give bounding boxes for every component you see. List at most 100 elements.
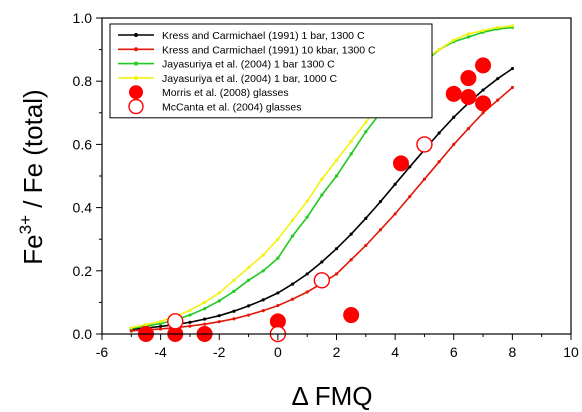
series-point-0-5	[202, 317, 207, 321]
marker-5-3	[416, 136, 433, 153]
series-point-0-18	[393, 182, 397, 186]
series-point-3-6	[217, 291, 221, 295]
series-point-0-6	[217, 314, 221, 318]
series-point-2-11	[290, 234, 295, 238]
legend-label-5: McCanta et al. (2004) glasses	[162, 102, 301, 114]
series-point-3-26	[510, 24, 514, 28]
series-point-0-17	[378, 199, 383, 204]
series-point-3-14	[334, 158, 339, 162]
series-point-3-8	[246, 266, 251, 270]
y-tick-label-2: 0.4	[73, 200, 93, 216]
series-point-0-19	[408, 165, 412, 169]
series-point-2-10	[276, 256, 280, 260]
series-point-2-23	[466, 35, 471, 39]
series-point-1-20	[422, 177, 427, 181]
series-point-3-13	[320, 177, 324, 181]
legend-label-3: Jayasuriya et al. (2004) 1 bar, 1000 C	[162, 73, 338, 85]
axes-layer: -6 -4 -2 0 2 4 6 8 10 0.0 0.2 0.4 0.6 0.8 1.0	[73, 10, 579, 360]
series-point-3-1	[144, 322, 148, 327]
x-axis-label: Δ FMQ	[292, 381, 373, 411]
legend-box	[109, 23, 433, 119]
series-point-3-9	[261, 253, 265, 257]
series-point-3-22	[452, 38, 456, 42]
series-point-3-4	[188, 308, 192, 312]
series-point-0-12	[305, 272, 309, 276]
legend-label-1: Kress and Carmichael (1991) 10 kbar, 130…	[162, 44, 376, 56]
series-point-2-8	[246, 278, 251, 282]
marker-5-0	[167, 313, 184, 330]
series-point-1-21	[437, 160, 441, 164]
series-point-2-15	[349, 152, 353, 156]
x-tick-label-2: -2	[213, 344, 226, 360]
series-point-0-2	[159, 324, 163, 329]
series-point-1-16	[364, 243, 368, 248]
y-tick-label-5: 1.0	[73, 10, 93, 26]
series-point-1-22	[452, 142, 456, 146]
legend: Kress and Carmichael (1991) 1 bar, 1300 …	[109, 23, 433, 119]
legend-swatch-dot-0	[134, 33, 138, 37]
series-point-2-2	[159, 321, 163, 326]
series-point-3-5	[202, 300, 207, 304]
series-point-3-11	[290, 218, 295, 222]
series-point-0-13	[320, 260, 324, 264]
marker-4-6	[445, 85, 462, 102]
series-point-1-19	[408, 194, 412, 199]
legend-swatch-4	[129, 85, 143, 100]
series-point-2-12	[305, 215, 309, 219]
series-line-1	[131, 86, 513, 332]
x-tick-label-5: 4	[391, 344, 399, 360]
x-tick-label-1: -4	[154, 344, 167, 360]
series-point-0-15	[349, 232, 353, 236]
x-tick-label-7: 8	[508, 344, 516, 360]
series-point-2-9	[261, 269, 265, 273]
legend-label-4: Morris et al. (2008) glasses	[162, 87, 289, 99]
marker-4-5	[392, 155, 409, 172]
series-point-1-23	[466, 127, 471, 131]
x-tick-label-3: 0	[274, 344, 282, 360]
series-point-1-12	[305, 290, 309, 294]
series-point-1-14	[334, 272, 339, 276]
marker-4-7	[460, 70, 477, 87]
series-point-1-15	[349, 258, 353, 262]
series-point-0-9	[261, 298, 265, 302]
axis-labels: Δ FMQ Fe3+ / Fe (total)	[16, 89, 372, 411]
series-point-0-24	[481, 88, 485, 92]
series-point-0-4	[188, 320, 192, 324]
marker-4-9	[475, 57, 492, 74]
series-point-1-17	[378, 228, 383, 232]
series-point-3-7	[232, 278, 236, 282]
series-point-2-4	[188, 313, 192, 317]
series-point-0-22	[452, 115, 456, 119]
legend-swatch-dot-2	[134, 61, 138, 66]
legend-swatch-dot-3	[134, 75, 138, 80]
series-point-0-16	[364, 216, 368, 220]
x-tick-label-6: 6	[450, 344, 458, 360]
series-point-3-23	[466, 32, 471, 36]
marker-4-10	[475, 95, 492, 112]
series-point-1-5	[202, 322, 207, 326]
series-point-0-25	[496, 77, 500, 81]
y-tick-label-3: 0.6	[73, 136, 93, 152]
series-point-3-2	[159, 319, 163, 323]
series-point-0-11	[290, 282, 295, 286]
series-point-0-14	[334, 247, 339, 251]
series-point-1-24	[481, 111, 485, 115]
x-tick-label-4: 2	[333, 344, 341, 360]
legend-swatch-5	[128, 98, 144, 115]
series-point-1-26	[510, 85, 514, 90]
series-point-1-7	[232, 317, 236, 321]
series-point-3-16	[364, 120, 368, 124]
series-point-3-10	[276, 237, 280, 241]
y-tick-label-1: 0.2	[73, 263, 93, 279]
marker-4-8	[460, 89, 477, 105]
series-point-2-6	[217, 299, 221, 303]
series-point-1-11	[290, 297, 295, 301]
series-point-2-7	[232, 289, 236, 293]
series-point-1-18	[393, 212, 397, 216]
series-point-1-9	[261, 309, 265, 313]
series-point-3-0	[129, 326, 133, 330]
series-point-0-26	[510, 66, 514, 71]
series-point-1-6	[217, 320, 221, 324]
series-point-3-12	[305, 199, 309, 203]
